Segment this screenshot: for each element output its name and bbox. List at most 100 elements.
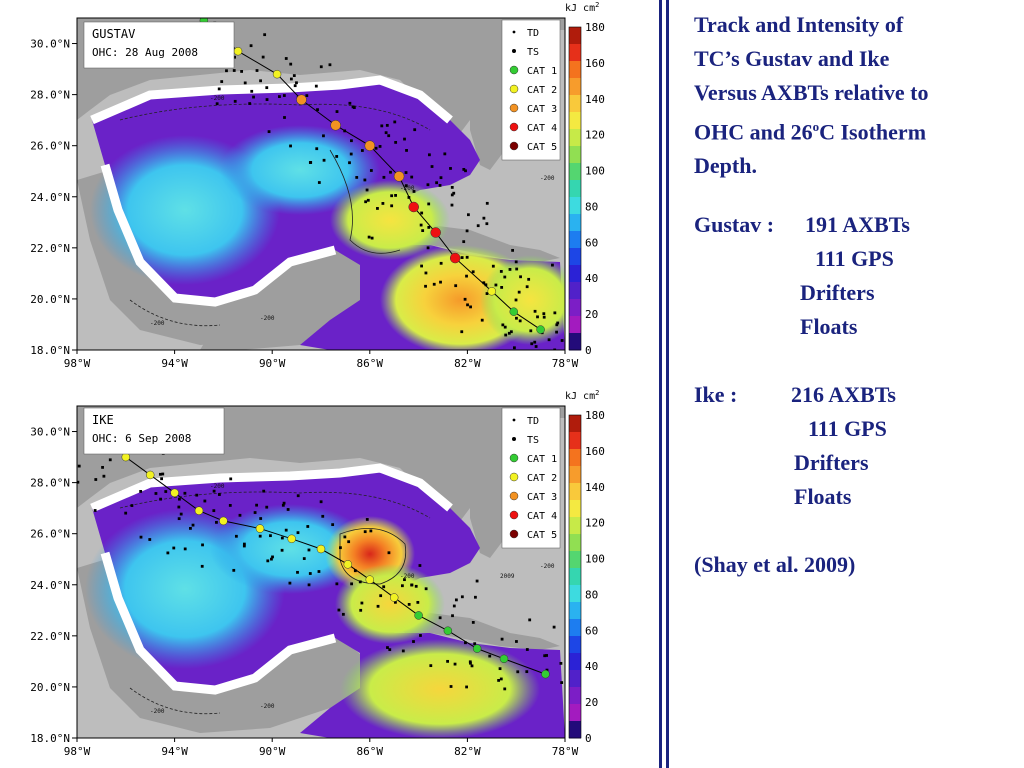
axbt-marker xyxy=(228,504,232,507)
axbt-marker xyxy=(429,664,433,668)
mexico-land xyxy=(77,558,365,733)
colorbar-segment xyxy=(569,517,581,535)
axbt-marker xyxy=(393,600,397,604)
lon-tick-label: 82°W xyxy=(454,357,481,370)
axbt-marker xyxy=(471,270,475,274)
axbt-marker xyxy=(250,89,254,93)
axbt-marker xyxy=(467,213,470,217)
axbt-marker xyxy=(424,271,428,275)
colorbar-frame xyxy=(568,26,582,351)
legend-label: CAT 4 xyxy=(527,123,557,134)
axbt-marker xyxy=(295,81,298,85)
axbt-marker xyxy=(232,69,236,72)
axbt-marker xyxy=(380,124,384,128)
track-point xyxy=(364,140,376,151)
axbt-marker xyxy=(160,477,164,481)
axbt-marker xyxy=(460,595,464,599)
axbt-marker xyxy=(450,203,454,207)
axbt-marker xyxy=(243,81,247,85)
axbt-marker xyxy=(460,256,464,259)
axbt-marker xyxy=(321,514,325,518)
axbt-marker xyxy=(93,509,97,512)
axbt-marker xyxy=(474,595,477,599)
lat-tick-label: 30.0°N xyxy=(30,38,70,51)
ohc-cyan-center xyxy=(220,125,380,215)
axbt-marker xyxy=(387,134,391,138)
colorbar-segment xyxy=(569,585,581,603)
title-line: Depth. xyxy=(694,153,757,179)
axbt-marker xyxy=(414,584,418,588)
axbt-marker xyxy=(225,69,228,73)
colorbar-segment xyxy=(569,415,581,433)
contour-label: -200 xyxy=(150,708,165,715)
track-point xyxy=(443,626,453,635)
axbt-marker xyxy=(307,548,311,552)
track-point xyxy=(121,452,131,462)
axbt-marker xyxy=(376,207,379,210)
axbt-marker xyxy=(317,570,321,573)
colorbar-segment xyxy=(569,483,581,501)
lat-tick-label: 18.0°N xyxy=(30,344,70,357)
axbt-marker xyxy=(446,659,449,663)
track-point xyxy=(449,252,461,264)
axbt-marker xyxy=(453,662,457,666)
legend-marker xyxy=(509,141,519,151)
title-text: C Isotherm xyxy=(819,119,927,145)
gustav-label: Gustav : xyxy=(694,212,775,237)
axbt-marker xyxy=(419,223,423,227)
contour-label: -200 xyxy=(400,185,415,192)
axbt-marker xyxy=(179,512,183,516)
axbt-marker xyxy=(416,600,420,604)
lat-tick-label: 28.0°N xyxy=(30,477,70,490)
axbt-marker xyxy=(555,330,558,334)
panel-title: GUSTAV xyxy=(92,27,135,41)
colorbar-tick-label: 140 xyxy=(585,481,605,494)
axbt-marker xyxy=(428,153,431,157)
axbt-marker xyxy=(267,130,271,134)
axbt-marker xyxy=(497,679,501,682)
lon-tick-label: 82°W xyxy=(454,745,481,758)
axbt-marker xyxy=(148,538,152,541)
colorbar: 180 160 140 120 100 80 60 40 20 0 kJ cm2 xyxy=(565,1,605,357)
axbt-marker xyxy=(316,108,319,112)
axbt-marker xyxy=(553,348,557,350)
axbt-marker xyxy=(240,70,244,73)
axbt-marker xyxy=(426,246,430,250)
axbt-marker xyxy=(426,183,430,187)
axbt-marker xyxy=(525,359,528,362)
lon-tick-label: 86°W xyxy=(357,357,384,370)
colorbar-segment xyxy=(569,299,581,317)
isotherm-contour xyxy=(329,149,401,254)
axbt-marker xyxy=(452,604,456,608)
colorbar-segment xyxy=(569,534,581,552)
track-point xyxy=(219,516,228,526)
legend-label: CAT 1 xyxy=(527,66,557,77)
isotherm-contour xyxy=(129,687,221,715)
axbt-marker xyxy=(242,544,246,548)
lat-tick-label: 26.0°N xyxy=(30,140,70,153)
axbt-marker xyxy=(195,493,199,497)
contour-label: -200 xyxy=(150,320,165,327)
axbt-marker xyxy=(258,534,262,538)
axbt-marker xyxy=(559,661,563,665)
axbt-marker xyxy=(494,283,498,287)
track-point xyxy=(389,593,399,602)
axbt-marker xyxy=(465,685,468,689)
axbt-marker xyxy=(404,171,408,174)
axbt-marker xyxy=(233,55,237,59)
latitude-labels: 30.0°N 28.0°N 26.0°N 24.0°N 22.0°N 20.0°N 18.0… xyxy=(30,426,77,745)
axbt-marker xyxy=(302,557,306,560)
colorbar-segment xyxy=(569,44,581,62)
track-point xyxy=(536,325,545,334)
isotherm-contour xyxy=(339,528,407,585)
track-point xyxy=(296,94,307,105)
track-point xyxy=(330,120,341,131)
axbt-marker xyxy=(517,290,521,294)
colorbar-segment xyxy=(569,248,581,266)
axbt-marker xyxy=(220,80,224,83)
axbt-marker xyxy=(307,583,311,587)
axbt-marker xyxy=(288,581,292,585)
axbt-marker xyxy=(335,155,339,158)
axbt-marker xyxy=(435,181,439,185)
colorbar-tick-label: 40 xyxy=(585,660,598,673)
